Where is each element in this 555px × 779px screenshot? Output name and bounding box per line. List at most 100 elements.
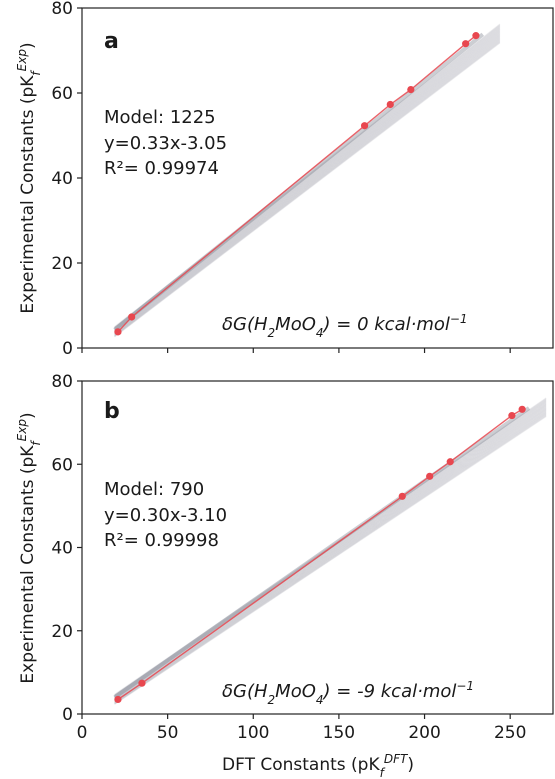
ensemble-line bbox=[114, 397, 547, 695]
x-tick-label: 0 bbox=[77, 723, 88, 743]
ensemble-line bbox=[114, 412, 547, 704]
ensemble-line bbox=[114, 30, 501, 332]
ensemble-line bbox=[114, 39, 501, 336]
ensemble-line bbox=[114, 24, 501, 328]
ensemble-line bbox=[114, 410, 547, 702]
ensemble-line bbox=[114, 415, 547, 705]
ensemble-line bbox=[114, 403, 547, 699]
y-tick-label: 0 bbox=[62, 339, 73, 359]
ensemble-line bbox=[114, 28, 501, 331]
panel-a-y-ticks: 0 20 40 60 80 bbox=[51, 0, 82, 359]
data-point bbox=[462, 40, 470, 48]
ensemble-line bbox=[114, 402, 547, 698]
ensemble-line bbox=[114, 414, 547, 705]
y-tick-label: 80 bbox=[51, 0, 73, 19]
data-point bbox=[128, 313, 136, 321]
ensemble-line bbox=[114, 405, 547, 700]
panel-a-annotation-model: Model: 1225 bbox=[104, 107, 216, 128]
ensemble-line bbox=[114, 32, 501, 332]
data-point bbox=[114, 695, 122, 704]
panel-b-y-axis-label: Experimental Constants (pKfExp) bbox=[15, 412, 43, 683]
data-point bbox=[398, 492, 406, 500]
ensemble-line bbox=[114, 404, 547, 699]
x-tick-label: 150 bbox=[323, 723, 355, 743]
ensemble-line bbox=[114, 37, 501, 335]
ensemble-line bbox=[114, 33, 501, 333]
ensemble-line bbox=[114, 29, 501, 331]
ensemble-line bbox=[114, 35, 501, 334]
ensemble-line bbox=[114, 39, 501, 337]
ensemble-line bbox=[114, 410, 547, 702]
ensemble-line bbox=[114, 405, 547, 700]
ensemble-line bbox=[114, 38, 501, 336]
y-tick-label: 60 bbox=[51, 84, 73, 104]
ensemble-line bbox=[114, 30, 501, 332]
ensemble-line bbox=[114, 401, 547, 697]
ensemble-line bbox=[114, 42, 501, 338]
ensemble-line bbox=[114, 411, 547, 703]
ensemble-line bbox=[114, 415, 547, 705]
ensemble-line bbox=[114, 32, 501, 333]
ensemble-line bbox=[114, 401, 547, 698]
x-tick-label: 200 bbox=[408, 723, 440, 743]
ensemble-line bbox=[114, 34, 501, 333]
ensemble-line bbox=[114, 29, 501, 331]
y-tick-label: 0 bbox=[62, 705, 73, 725]
ensemble-line bbox=[114, 404, 547, 699]
ensemble-line bbox=[114, 38, 501, 336]
ensemble-line bbox=[114, 35, 501, 334]
ensemble-line bbox=[114, 411, 547, 703]
ensemble-line bbox=[114, 404, 547, 699]
ensemble-line bbox=[114, 41, 501, 338]
ensemble-line bbox=[114, 409, 547, 702]
data-point bbox=[472, 32, 480, 40]
ensemble-line bbox=[114, 23, 501, 328]
ensemble-line bbox=[114, 23, 501, 328]
ensemble-line bbox=[114, 34, 501, 334]
ensemble-line bbox=[114, 37, 501, 335]
y-tick-label: 80 bbox=[51, 372, 73, 392]
ensemble-line bbox=[114, 402, 547, 698]
ensemble-line bbox=[114, 41, 501, 337]
ensemble-line bbox=[114, 409, 547, 702]
ensemble-line bbox=[114, 39, 501, 336]
panel-a-annotation-equation: y=0.33x-3.05 bbox=[104, 133, 227, 154]
ensemble-line bbox=[114, 37, 501, 335]
ensemble-line bbox=[114, 403, 547, 698]
data-point bbox=[407, 86, 415, 94]
panel-b-label: b bbox=[104, 399, 120, 424]
data-point bbox=[114, 328, 122, 336]
ensemble-line bbox=[114, 410, 547, 703]
ensemble-line bbox=[114, 401, 547, 698]
data-point bbox=[386, 100, 394, 109]
x-tick-label: 50 bbox=[157, 723, 179, 743]
ensemble-line bbox=[114, 416, 547, 705]
ensemble-line bbox=[114, 409, 547, 702]
ensemble-line bbox=[114, 413, 547, 704]
ensemble-line bbox=[114, 405, 547, 700]
x-tick-label: 250 bbox=[494, 723, 526, 743]
ensemble-line bbox=[114, 33, 501, 333]
data-point bbox=[138, 679, 146, 687]
ensemble-line bbox=[114, 28, 501, 330]
ensemble-line bbox=[114, 39, 501, 336]
panel-b: 0 20 40 60 80 0 50 100 150 200 250 b Model: 790 y… bbox=[15, 372, 554, 779]
ensemble-line bbox=[114, 398, 547, 696]
ensemble-line bbox=[114, 414, 547, 704]
x-tick-label: 100 bbox=[237, 723, 269, 743]
panel-a-annotation-r2: R²= 0.99974 bbox=[104, 158, 219, 179]
ensemble-line bbox=[114, 36, 501, 335]
ensemble-line bbox=[114, 413, 547, 704]
y-tick-label: 20 bbox=[51, 622, 73, 642]
panel-b-annotation-equation: y=0.30x-3.10 bbox=[104, 505, 227, 526]
ensemble-line bbox=[114, 414, 547, 705]
ensemble-line bbox=[114, 411, 547, 703]
ensemble-line bbox=[114, 40, 501, 337]
ensemble-line bbox=[114, 397, 547, 696]
ensemble-line bbox=[114, 33, 501, 333]
panel-a: 0 20 40 60 80 a Model: 1225 y=0.33x-3.05 R²=… bbox=[15, 0, 554, 359]
ensemble-line bbox=[114, 397, 547, 696]
data-point bbox=[361, 122, 369, 130]
y-tick-label: 40 bbox=[51, 169, 73, 189]
